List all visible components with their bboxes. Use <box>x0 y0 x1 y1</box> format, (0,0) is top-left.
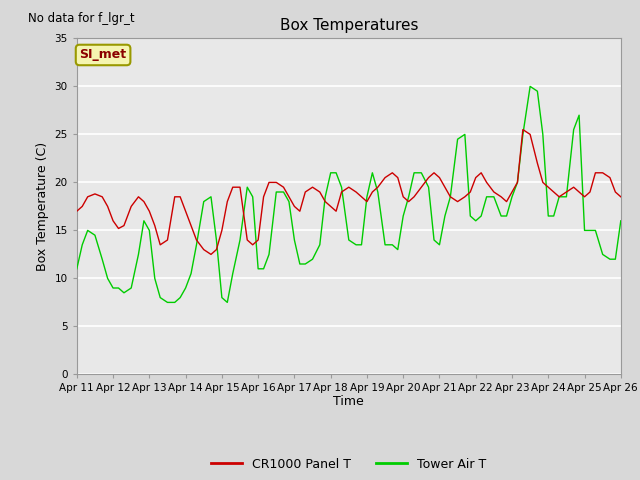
X-axis label: Time: Time <box>333 395 364 408</box>
Text: No data for f_lgr_t: No data for f_lgr_t <box>28 12 134 24</box>
Legend: CR1000 Panel T, Tower Air T: CR1000 Panel T, Tower Air T <box>206 453 492 476</box>
Text: SI_met: SI_met <box>79 48 127 61</box>
Y-axis label: Box Temperature (C): Box Temperature (C) <box>36 142 49 271</box>
Title: Box Temperatures: Box Temperatures <box>280 18 418 33</box>
